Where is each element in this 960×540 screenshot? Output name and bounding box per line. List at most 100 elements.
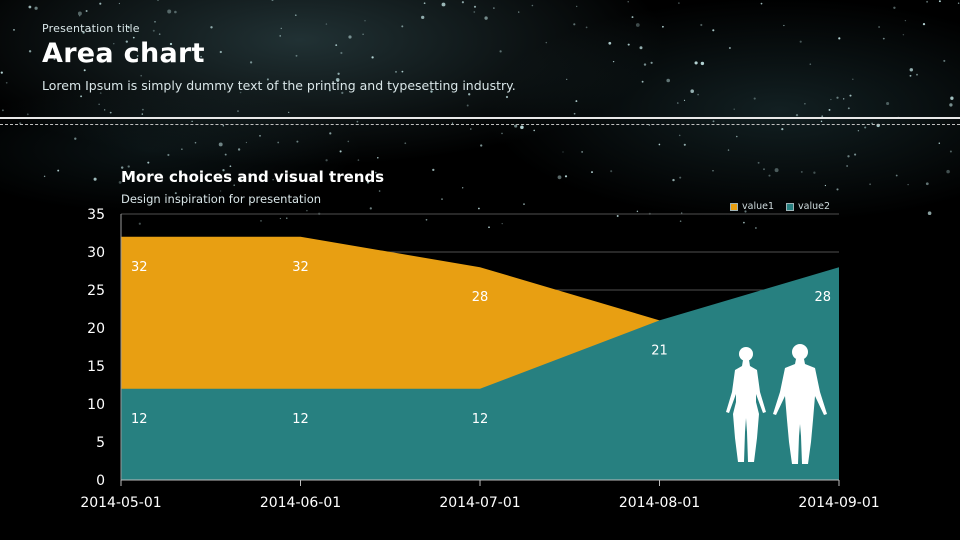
star bbox=[946, 169, 950, 174]
star bbox=[67, 50, 70, 52]
star bbox=[191, 120, 193, 123]
star bbox=[335, 44, 338, 47]
star bbox=[239, 91, 242, 94]
star bbox=[118, 180, 122, 184]
y-tick-label: 15 bbox=[87, 359, 105, 375]
data-label: 12 bbox=[131, 412, 148, 427]
star bbox=[85, 9, 88, 13]
x-tick-label: 2014-08-01 bbox=[619, 495, 700, 511]
star bbox=[608, 41, 612, 45]
y-tick-label: 35 bbox=[87, 207, 105, 223]
star bbox=[957, 2, 960, 5]
star bbox=[514, 124, 518, 128]
star bbox=[259, 135, 261, 137]
star bbox=[949, 103, 953, 107]
star bbox=[830, 98, 832, 101]
star bbox=[401, 70, 404, 73]
star bbox=[938, 0, 941, 3]
star bbox=[53, 58, 56, 61]
star bbox=[218, 142, 223, 147]
star bbox=[295, 54, 298, 57]
star bbox=[224, 153, 227, 156]
star bbox=[774, 168, 779, 173]
star bbox=[697, 93, 699, 96]
star bbox=[450, 83, 453, 85]
legend-item-value2[interactable]: value2 bbox=[786, 201, 830, 212]
star bbox=[478, 207, 480, 210]
star bbox=[907, 183, 909, 186]
star bbox=[374, 171, 377, 174]
star bbox=[141, 108, 144, 111]
star bbox=[566, 78, 568, 81]
star bbox=[219, 50, 222, 54]
star bbox=[233, 184, 236, 187]
star bbox=[760, 2, 763, 5]
star bbox=[581, 151, 583, 153]
star bbox=[136, 55, 139, 57]
star bbox=[5, 81, 8, 84]
star bbox=[484, 16, 488, 20]
legend-label-value2: value2 bbox=[798, 201, 830, 212]
star bbox=[757, 161, 760, 164]
star bbox=[950, 96, 954, 100]
male-body bbox=[773, 359, 827, 464]
star bbox=[838, 37, 841, 40]
star bbox=[260, 220, 262, 222]
star bbox=[523, 203, 525, 205]
star bbox=[367, 180, 370, 183]
female-body bbox=[726, 360, 766, 462]
star bbox=[531, 4, 534, 7]
star bbox=[854, 153, 857, 156]
star bbox=[612, 60, 615, 63]
star bbox=[80, 95, 83, 98]
star bbox=[113, 43, 115, 45]
star bbox=[893, 6, 896, 9]
star bbox=[869, 183, 871, 186]
star bbox=[641, 80, 644, 83]
page-subtitle: Lorem Ipsum is simply dummy text of the … bbox=[42, 78, 516, 93]
star bbox=[662, 25, 664, 28]
star bbox=[836, 188, 839, 191]
star bbox=[909, 68, 914, 72]
star bbox=[763, 168, 765, 171]
star bbox=[488, 226, 490, 229]
star bbox=[57, 169, 60, 172]
star bbox=[357, 159, 360, 161]
header-dashed-divider bbox=[0, 124, 960, 125]
star bbox=[356, 120, 359, 123]
star bbox=[154, 21, 156, 23]
star bbox=[576, 5, 578, 8]
star bbox=[157, 0, 159, 1]
star bbox=[943, 59, 946, 62]
star bbox=[616, 215, 619, 217]
star bbox=[93, 177, 97, 181]
star bbox=[120, 166, 124, 169]
legend-label-value1: value1 bbox=[742, 201, 774, 212]
star bbox=[222, 125, 224, 127]
star bbox=[518, 11, 520, 13]
star bbox=[118, 2, 121, 5]
star bbox=[949, 150, 952, 153]
star bbox=[843, 98, 845, 100]
star bbox=[99, 92, 102, 94]
star bbox=[245, 141, 248, 144]
data-label: 32 bbox=[292, 260, 309, 275]
star bbox=[610, 170, 613, 173]
star bbox=[341, 91, 344, 95]
star bbox=[194, 141, 197, 144]
star bbox=[658, 143, 661, 146]
star bbox=[325, 159, 328, 162]
star bbox=[147, 161, 150, 164]
star bbox=[158, 33, 161, 35]
star bbox=[272, 179, 274, 181]
legend-item-value1[interactable]: value1 bbox=[730, 201, 774, 212]
star bbox=[26, 113, 29, 116]
star bbox=[152, 29, 155, 32]
star bbox=[677, 102, 679, 104]
y-tick-label: 20 bbox=[87, 321, 105, 337]
star bbox=[679, 220, 682, 222]
star bbox=[378, 190, 381, 192]
star bbox=[679, 176, 682, 179]
star bbox=[395, 71, 397, 73]
star bbox=[639, 46, 643, 50]
